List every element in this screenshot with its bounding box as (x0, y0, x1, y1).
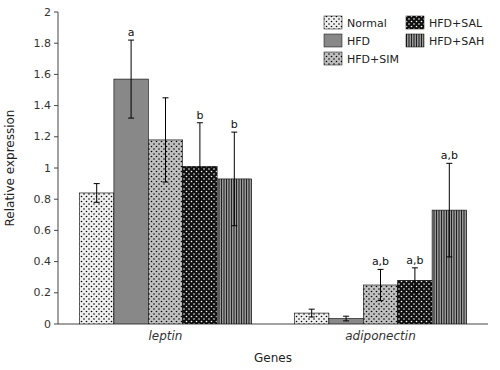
legend-label: Normal (347, 17, 387, 30)
error-bar (94, 184, 100, 203)
legend-item: HFD+SAL (406, 16, 483, 30)
y-tick (54, 292, 58, 293)
legend-swatch (324, 34, 342, 47)
legend-swatch (406, 34, 424, 47)
y-tick-label: 0.2 (34, 286, 52, 299)
annotation: b (231, 118, 238, 131)
y-axis: 0 0.2 0.4 0.6 0.8 1 1.2 1.4 1.6 1.8 2 (34, 6, 59, 331)
bar (80, 193, 114, 324)
y-tick (54, 261, 58, 262)
y-tick-label: 1 (44, 162, 51, 175)
y-tick (54, 324, 58, 325)
x-tick-label: adiponectin (345, 329, 416, 343)
legend-item: HFD (324, 34, 370, 48)
legend-item: Normal (324, 16, 387, 30)
y-tick (54, 230, 58, 231)
error-bar (309, 309, 315, 317)
legend-label: HFD+SIM (347, 53, 399, 66)
y-tick-label: 1.6 (34, 68, 52, 81)
error-bar (378, 269, 384, 300)
y-tick-label: 1.4 (34, 99, 52, 112)
y-tick (54, 168, 58, 169)
annotation: a (128, 26, 135, 39)
error-bar (163, 98, 169, 182)
y-tick (54, 199, 58, 200)
error-bar (343, 316, 349, 321)
legend-label: HFD+SAH (429, 35, 484, 48)
annotation: b (196, 109, 203, 122)
legend-swatch (324, 52, 342, 65)
y-tick-label: 0.8 (34, 193, 52, 206)
y-tick-label: 1.8 (34, 37, 52, 50)
legend-label: HFD (347, 35, 370, 48)
legend-swatch (324, 16, 342, 29)
annotation: a,b (372, 255, 389, 268)
bars (80, 40, 467, 324)
legend-label: HFD+SAL (429, 17, 483, 30)
y-axis-line (58, 12, 59, 324)
y-tick-label: 0 (44, 318, 51, 331)
annotations: a a,b b a,b b a,b (128, 26, 458, 268)
y-tick (54, 43, 58, 44)
error-bar (197, 123, 203, 210)
chart: 0 0.2 0.4 0.6 0.8 1 1.2 1.4 1.6 1.8 2 leptin adipone… (0, 0, 500, 370)
legend: Normal HFD HFD+SIM HFD+SAL HFD+SAH (324, 16, 484, 66)
error-bar (446, 163, 452, 257)
y-axis-label: Relative expression (3, 110, 17, 227)
legend-item: HFD+SIM (324, 52, 399, 66)
error-bar (128, 40, 134, 118)
y-tick-label: 1.2 (34, 130, 52, 143)
y-tick-label: 0.4 (34, 255, 52, 268)
error-bar (412, 268, 418, 293)
legend-swatch (406, 16, 424, 29)
y-tick (54, 105, 58, 106)
y-tick (54, 12, 58, 13)
x-axis: leptin adiponectin (58, 324, 488, 343)
y-tick-label: 0.6 (34, 224, 52, 237)
annotation: a,b (406, 254, 423, 267)
y-tick (54, 136, 58, 137)
x-tick-label: leptin (149, 329, 183, 343)
legend-item: HFD+SAH (406, 34, 484, 48)
y-tick (54, 74, 58, 75)
x-axis-label: Genes (254, 351, 292, 365)
annotation: a,b (441, 149, 458, 162)
y-tick-label: 2 (44, 6, 51, 19)
error-bar (231, 132, 237, 226)
